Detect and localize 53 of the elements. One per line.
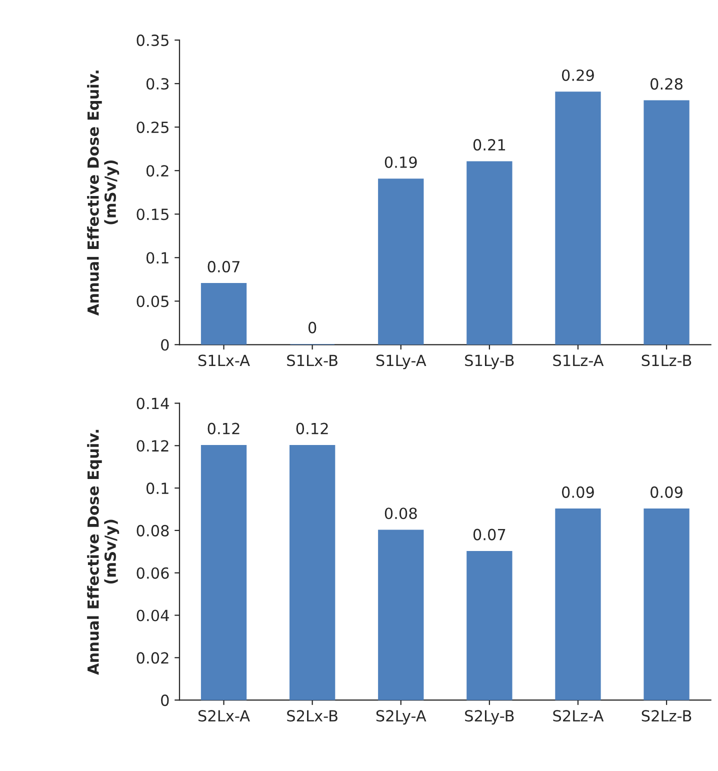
bar [644, 508, 690, 700]
y-axis-title: Annual Effective Dose Equiv. (mSv/y) [87, 430, 120, 675]
x-tick-label: S1Lx-A [198, 354, 250, 366]
y-tick-label: 0.08 [136, 524, 169, 536]
y-tick-label: 0.3 [146, 78, 169, 90]
y-tick-label: 0.02 [136, 652, 168, 664]
y-tick-label: 0.1 [146, 482, 168, 494]
x-tick-label: S1Lz-A [553, 354, 604, 366]
y-tick-label: 0.12 [136, 440, 168, 452]
y-tick-label: 0 [161, 339, 169, 351]
y-axis-title: Annual Effective Dose Equiv. (mSv/y) [87, 70, 120, 316]
x-tick-label: S2Lx-B [287, 710, 338, 722]
data-label: 0.07 [208, 260, 240, 272]
x-tick-label: S1Lz-B [642, 354, 692, 366]
data-label: 0.29 [562, 69, 594, 82]
data-label: 0.28 [650, 78, 683, 90]
x-tick-label: S1Ly-A [376, 354, 426, 370]
bar [466, 161, 512, 345]
x-tick-label: S2Ly-A [376, 710, 426, 725]
x-tick-label: S2Lx-A [198, 710, 250, 722]
bar [378, 178, 424, 345]
y-tick-label: 0.35 [136, 34, 168, 46]
data-label: 0.19 [384, 156, 417, 168]
x-tick-label: S2Ly-B [465, 710, 514, 725]
y-tick-label: 0.04 [136, 610, 169, 622]
data-label: 0.07 [473, 528, 506, 540]
data-label: 0.12 [296, 422, 328, 434]
x-tick-label: S1Ly-B [465, 354, 514, 370]
bar [200, 283, 247, 345]
x-tick-label: S2Lz-B [642, 710, 692, 722]
bar [200, 444, 247, 700]
data-label: 0.12 [208, 422, 240, 434]
data-label: 0.21 [473, 139, 506, 151]
y-tick-label: 0.05 [136, 296, 168, 308]
y-tick-label: 0.06 [136, 567, 169, 579]
bar [378, 530, 424, 700]
y-tick-label: 0.1 [146, 252, 168, 264]
bar [555, 508, 601, 700]
data-label: 0.09 [650, 486, 682, 498]
bar [466, 550, 512, 700]
bar [289, 444, 336, 700]
data-label: 0 [308, 322, 316, 334]
y-tick-label: 0.14 [136, 398, 169, 410]
y-tick-label: 0.2 [146, 165, 168, 177]
x-tick-label: S2Lz-A [553, 710, 604, 722]
y-tick-label: 0.15 [136, 208, 168, 220]
y-tick-label: 0.25 [136, 122, 168, 134]
data-label: 0.08 [384, 508, 417, 520]
data-label: 0.09 [562, 486, 594, 498]
bar [644, 100, 690, 345]
x-tick-label: S1Lx-B [287, 354, 338, 366]
bar [555, 92, 601, 345]
y-tick-label: 0 [161, 694, 169, 706]
